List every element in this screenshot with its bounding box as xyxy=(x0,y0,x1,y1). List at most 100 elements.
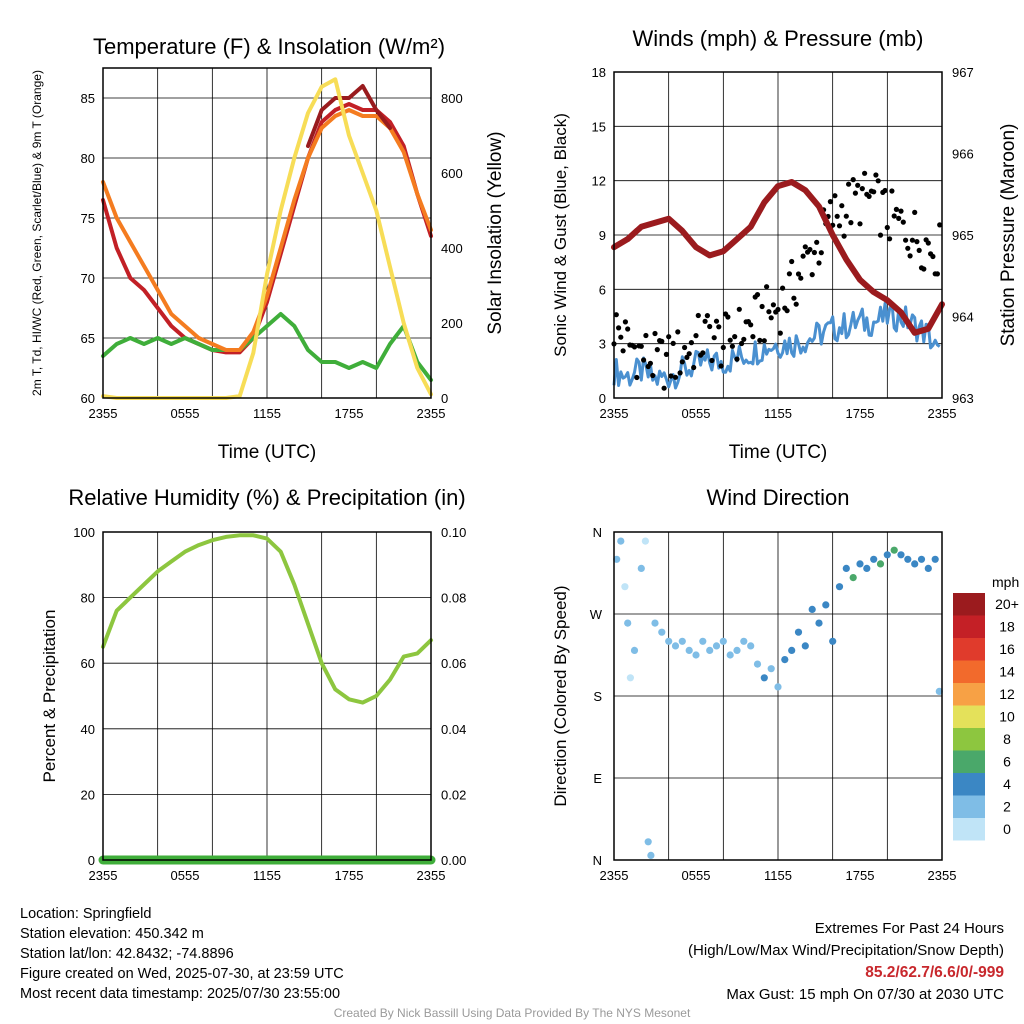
gust-point xyxy=(898,208,904,214)
legend-swatch xyxy=(953,818,985,841)
legend-label: 20+ xyxy=(995,596,1019,612)
direction-point xyxy=(699,637,707,645)
gust-point xyxy=(679,359,685,365)
x-tick-label: 1755 xyxy=(335,406,364,421)
y-tick-label: 85 xyxy=(81,91,95,106)
direction-point xyxy=(924,564,932,573)
x-tick-label: 2355 xyxy=(89,868,118,883)
y-tick-label: 65 xyxy=(81,331,95,346)
gust-point xyxy=(900,219,906,225)
gust-point xyxy=(777,330,783,336)
series-line-2 xyxy=(611,179,945,336)
direction-point xyxy=(876,560,885,568)
gust-point xyxy=(693,333,699,339)
gust-point xyxy=(641,357,647,363)
gust-point xyxy=(887,236,893,242)
extremes-subtitle: (High/Low/Max Wind/Precipitation/Snow De… xyxy=(688,942,1004,959)
direction-point xyxy=(637,564,645,573)
y-tick-label: 60 xyxy=(81,656,95,671)
y-tick-label: 80 xyxy=(81,591,95,606)
direction-point xyxy=(815,619,823,627)
gust-point xyxy=(834,213,840,219)
y2-tick-label: 600 xyxy=(441,166,463,181)
gust-point xyxy=(734,356,740,362)
direction-point xyxy=(658,628,666,636)
direction-point xyxy=(706,646,714,655)
gust-point xyxy=(736,306,742,312)
direction-point xyxy=(613,555,621,563)
direction-point xyxy=(842,564,850,573)
direction-point xyxy=(760,674,768,682)
gust-point xyxy=(916,247,922,253)
y2-tick-label: 200 xyxy=(441,316,463,331)
direction-point xyxy=(726,651,734,659)
direction-point xyxy=(719,637,727,645)
gust-point xyxy=(843,213,849,219)
legend-swatch xyxy=(953,615,985,638)
direction-point xyxy=(863,564,871,573)
series-line-0 xyxy=(101,533,433,705)
gust-point xyxy=(729,343,736,349)
gust-point xyxy=(914,239,920,245)
gust-point xyxy=(688,340,695,346)
y-axis-label: Direction (Colored By Speed) xyxy=(551,585,570,806)
direction-point xyxy=(849,574,857,582)
gust-point xyxy=(903,237,909,243)
y2-tick-label: 0.00 xyxy=(441,853,466,868)
gust-point xyxy=(682,344,688,351)
series-line-1 xyxy=(101,312,433,382)
y-tick-label: 12 xyxy=(592,174,606,189)
gust-point xyxy=(798,275,804,281)
location-text: Location: Springfield xyxy=(20,906,152,922)
gust-point xyxy=(925,240,931,246)
direction-point xyxy=(644,838,652,846)
direction-point xyxy=(911,560,919,568)
gust-point xyxy=(652,330,658,337)
gust-point xyxy=(764,284,770,290)
gust-point xyxy=(848,220,854,226)
gust-point xyxy=(802,244,808,250)
gust-point xyxy=(613,312,619,318)
gust-point xyxy=(875,178,881,184)
direction-point xyxy=(630,646,639,655)
gust-point xyxy=(784,308,790,314)
direction-point xyxy=(794,628,803,636)
gust-point xyxy=(618,334,624,340)
gust-point xyxy=(748,322,754,328)
x-tick-label: 2355 xyxy=(928,406,957,421)
chart-title: Temperature (F) & Insolation (W/m²) xyxy=(93,34,445,59)
x-tick-label: 1155 xyxy=(253,406,281,421)
y2-tick-label: 400 xyxy=(441,241,463,256)
gust-point xyxy=(873,172,879,178)
gust-point xyxy=(841,233,847,239)
gust-point xyxy=(700,350,706,356)
direction-point xyxy=(931,555,939,563)
direction-point xyxy=(829,637,837,645)
gust-point xyxy=(768,315,774,321)
gust-point xyxy=(647,360,654,366)
gust-point xyxy=(716,324,722,330)
plot-frame xyxy=(613,531,943,861)
gust-point xyxy=(666,334,672,340)
direction-point xyxy=(617,537,625,545)
gust-point xyxy=(707,323,713,330)
gust-point xyxy=(720,344,726,351)
chart-title: Relative Humidity (%) & Precipitation (i… xyxy=(68,485,465,510)
gust-point xyxy=(661,385,667,391)
y-tick-label: 80 xyxy=(81,151,95,166)
legend-label: 16 xyxy=(999,641,1015,657)
legend-label: 12 xyxy=(999,686,1015,702)
gust-point xyxy=(759,303,765,310)
gust-point xyxy=(836,223,843,229)
gust-point xyxy=(921,266,927,272)
gust-point xyxy=(896,215,902,221)
direction-point xyxy=(883,551,891,559)
recent-data-text: Most recent data timestamp: 2025/07/30 2… xyxy=(20,986,341,1002)
direction-point xyxy=(904,555,912,563)
x-axis-label: Time (UTC) xyxy=(218,442,317,463)
wind-speed-line xyxy=(612,301,941,390)
y-tick-label: N xyxy=(593,853,602,868)
direction-point xyxy=(917,555,926,563)
gust-point xyxy=(631,344,638,350)
